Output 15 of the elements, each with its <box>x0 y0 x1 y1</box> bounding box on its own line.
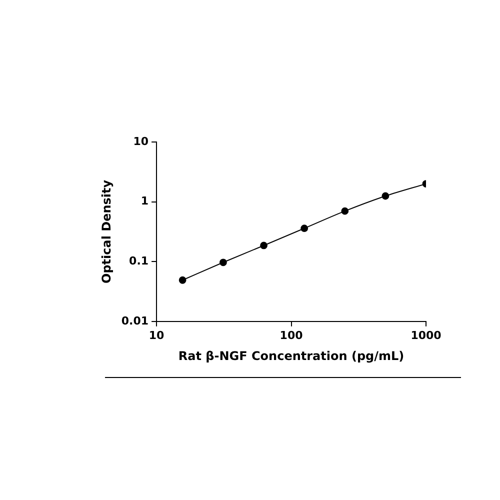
point <box>178 276 186 284</box>
y-tick-label: 0.01 <box>121 314 149 328</box>
point <box>260 242 268 250</box>
point <box>300 224 308 232</box>
x-tick-label: 1000 <box>410 328 442 342</box>
y-tick-label: 1 <box>140 194 149 208</box>
y-tick-label: 10 <box>133 134 149 148</box>
point <box>341 207 349 215</box>
x-tick-label: 10 <box>148 328 165 342</box>
x-tick-label: 100 <box>280 328 304 342</box>
y-axis-title: Optical Density <box>99 180 114 284</box>
point <box>220 258 227 266</box>
x-axis-title: Rat β-NGF Concentration (pg/mL) <box>178 348 404 363</box>
point <box>382 192 390 200</box>
y-tick-label: 0.1 <box>129 254 149 268</box>
